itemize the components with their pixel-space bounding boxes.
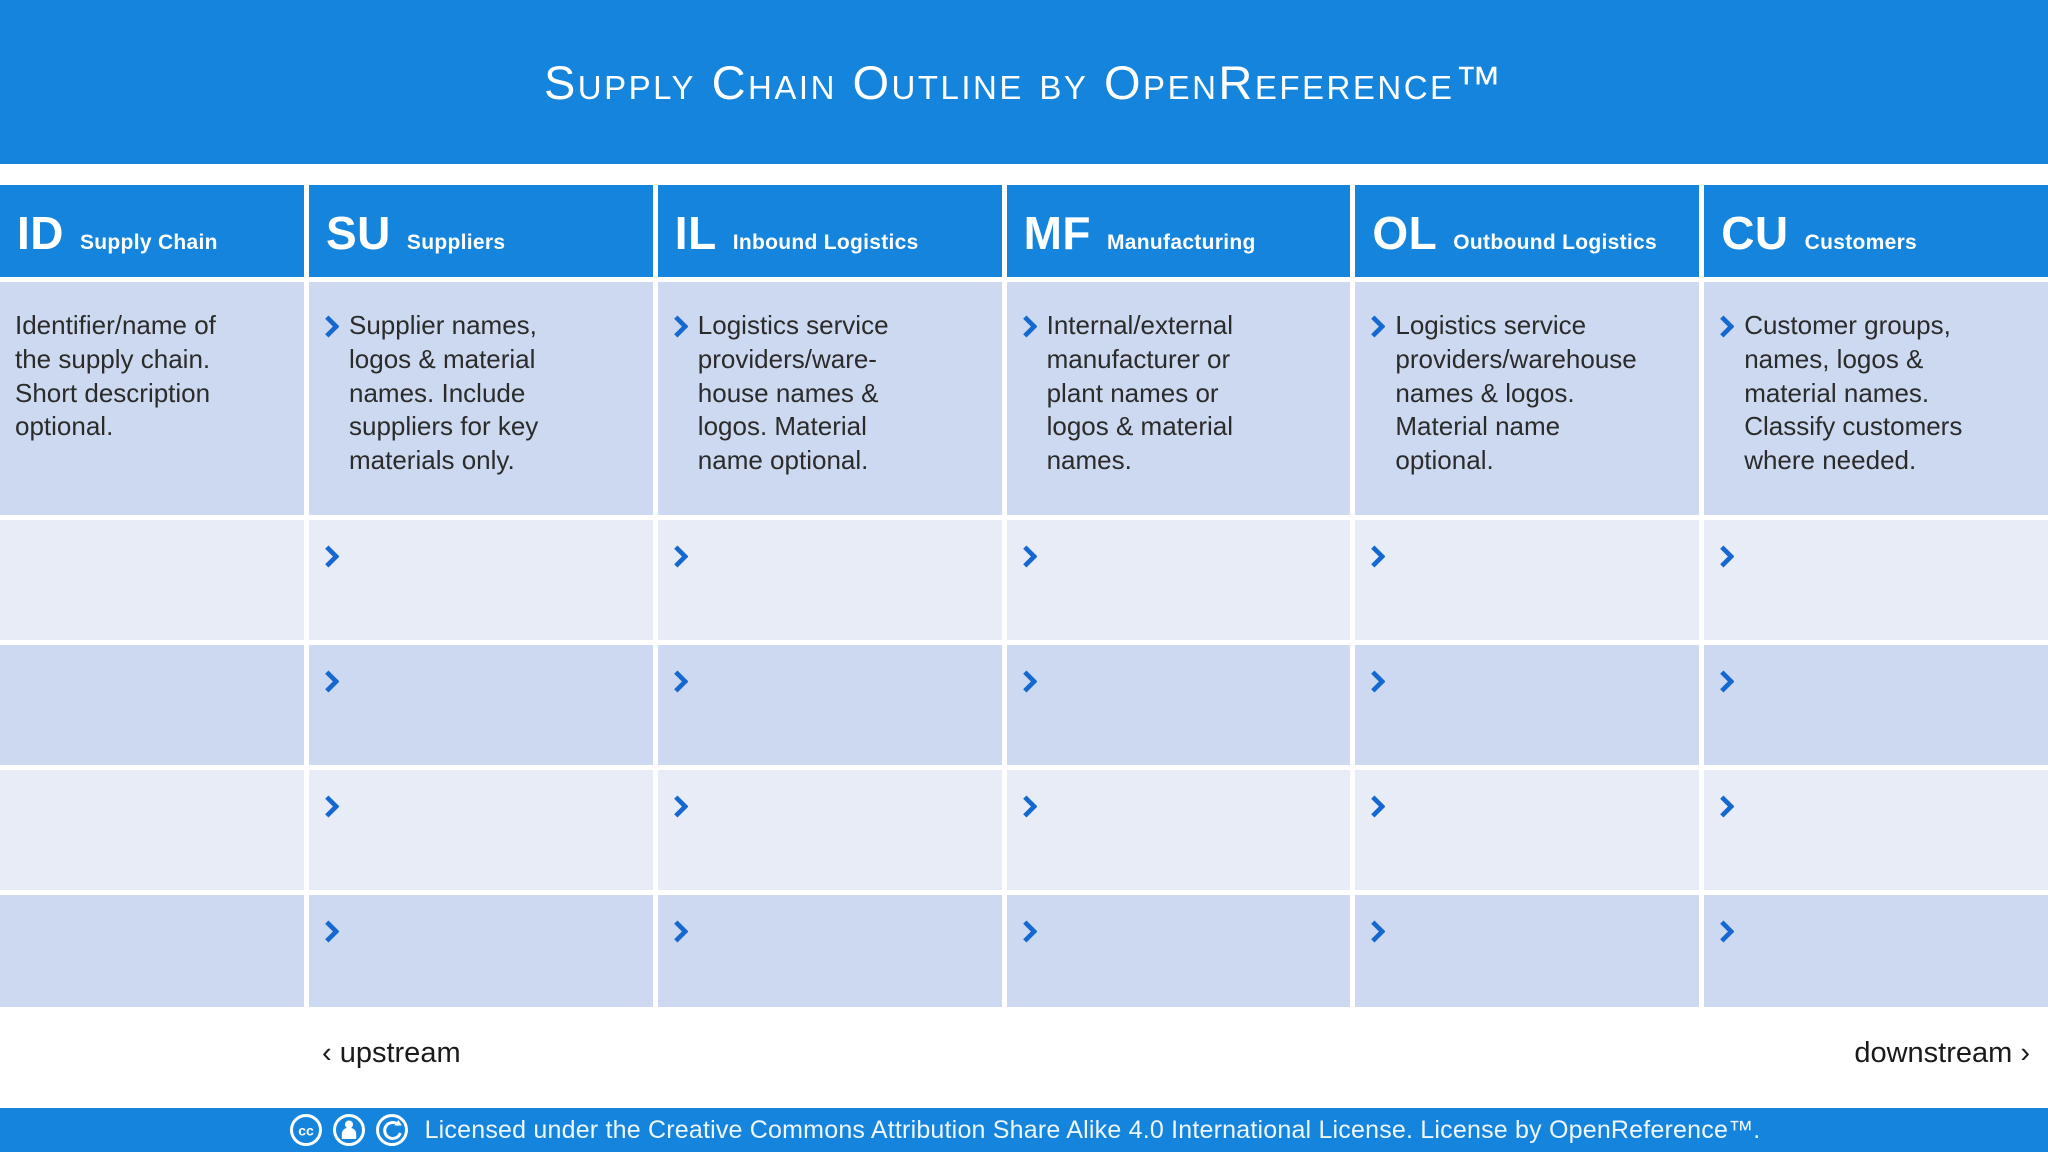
chevron-right-icon: [1720, 920, 1735, 943]
chevron-right-icon: [1720, 545, 1735, 568]
supply-chain-table: ID Supply Chain SU Suppliers IL Inbound Logis…: [0, 185, 2048, 1007]
column-description-id: Identifier/name of the supply chain. Sho…: [0, 282, 304, 515]
entry-cell-id-row-2: [0, 645, 304, 765]
entry-cell-il-row-4: [657, 895, 1002, 1007]
chevron-right-icon: [1371, 795, 1386, 818]
license-text: Licensed under the Creative Commons Attr…: [424, 1115, 1761, 1144]
column-header-mf: MF Manufacturing: [1006, 185, 1351, 277]
chevron-right-icon: [673, 795, 688, 818]
entry-cell-cu-row-1: [1704, 520, 2048, 640]
column-label: Outbound Logistics: [1453, 231, 1657, 254]
entry-cell-cu-row-3: [1704, 770, 2048, 890]
license-bar: cc Licensed under the Creative Commons A…: [0, 1108, 2048, 1152]
column-label: Customers: [1804, 231, 1918, 254]
upstream-label: ‹ upstream: [322, 1036, 461, 1069]
page-title: Supply Chain Outline by OpenReference™: [543, 55, 1505, 109]
entry-cell-su-row-4: [309, 895, 653, 1007]
entry-cell-mf-row-2: [1006, 645, 1351, 765]
flow-direction-labels: ‹ upstream downstream ›: [0, 1007, 2048, 1107]
chevron-right-icon: [673, 315, 688, 338]
chevron-right-icon: [1022, 670, 1037, 693]
column-header-id: ID Supply Chain: [0, 185, 304, 277]
entry-cell-il-row-1: [657, 520, 1002, 640]
chevron-right-icon: [1720, 795, 1735, 818]
entry-cell-su-row-3: [309, 770, 653, 890]
description-text: Internal/external manufacturer or plant …: [1046, 310, 1234, 476]
chevron-right-icon: [325, 795, 339, 818]
column-code: OL: [1372, 207, 1438, 259]
column-code: CU: [1721, 207, 1789, 259]
entry-cell-mf-row-1: [1006, 520, 1351, 640]
column-description-cu: Customer groups, names, logos & material…: [1704, 282, 2048, 515]
chevron-right-icon: [1022, 920, 1037, 943]
description-text: Logistics service providers/warehouse na…: [1395, 310, 1637, 476]
entry-cell-mf-row-3: [1006, 770, 1351, 890]
entry-cell-ol-row-4: [1355, 895, 1700, 1007]
chevron-right-icon: [325, 315, 339, 338]
entry-cell-cu-row-2: [1704, 645, 2048, 765]
entry-cell-su-row-2: [309, 645, 653, 765]
chevron-right-icon: [673, 920, 688, 943]
cc-sa-icon: [375, 1114, 408, 1146]
cc-license-icons: cc: [288, 1112, 410, 1148]
description-text: Supplier names, logos & material names. …: [349, 310, 539, 476]
column-description-ol: Logistics service providers/warehouse na…: [1355, 282, 1700, 515]
entry-cell-id-row-4: [0, 895, 304, 1007]
chevron-right-icon: [325, 545, 339, 568]
cc-icon: cc: [289, 1114, 322, 1146]
entry-cell-ol-row-1: [1355, 520, 1700, 640]
column-header-cu: CU Customers: [1704, 185, 2048, 277]
downstream-label: downstream ›: [1854, 1036, 2030, 1069]
chevron-right-icon: [1022, 315, 1037, 338]
column-code: IL: [674, 207, 717, 259]
chevron-right-icon: [1371, 670, 1386, 693]
description-text: Logistics service providers/ware-house n…: [697, 310, 889, 476]
chevron-right-icon: [673, 670, 688, 693]
chevron-right-icon: [673, 545, 688, 568]
column-description-mf: Internal/external manufacturer or plant …: [1006, 282, 1351, 515]
column-header-il: IL Inbound Logistics: [657, 185, 1002, 277]
cc-by-icon: [332, 1114, 365, 1146]
column-code: ID: [17, 207, 64, 259]
column-header-su: SU Suppliers: [309, 185, 653, 277]
chevron-right-icon: [325, 670, 339, 693]
chevron-right-icon: [325, 920, 339, 943]
chevron-right-icon: [1720, 670, 1735, 693]
chevron-right-icon: [1022, 795, 1037, 818]
entry-cell-ol-row-2: [1355, 645, 1700, 765]
chevron-right-icon: [1720, 315, 1735, 338]
column-code: MF: [1023, 207, 1092, 259]
entry-cell-su-row-1: [309, 520, 653, 640]
description-text: Customer groups, names, logos & material…: [1744, 310, 1963, 476]
column-label: Supply Chain: [80, 231, 218, 254]
description-text: Identifier/name of the supply chain. Sho…: [15, 310, 216, 442]
entry-cell-il-row-3: [657, 770, 1002, 890]
column-description-il: Logistics service providers/ware-house n…: [657, 282, 1002, 515]
chevron-right-icon: [1371, 545, 1386, 568]
column-description-su: Supplier names, logos & material names. …: [309, 282, 653, 515]
column-label: Inbound Logistics: [732, 231, 919, 254]
title-banner: Supply Chain Outline by OpenReference™: [0, 0, 2048, 164]
chevron-right-icon: [1371, 315, 1386, 338]
svg-text:cc: cc: [298, 1123, 314, 1139]
column-header-ol: OL Outbound Logistics: [1355, 185, 1700, 277]
entry-cell-id-row-3: [0, 770, 304, 890]
entry-cell-il-row-2: [657, 645, 1002, 765]
column-label: Manufacturing: [1107, 231, 1256, 254]
entry-cell-id-row-1: [0, 520, 304, 640]
entry-cell-ol-row-3: [1355, 770, 1700, 890]
entry-cell-mf-row-4: [1006, 895, 1351, 1007]
entry-cell-cu-row-4: [1704, 895, 2048, 1007]
column-code: SU: [326, 207, 391, 259]
chevron-right-icon: [1022, 545, 1037, 568]
chevron-right-icon: [1371, 920, 1386, 943]
column-label: Suppliers: [406, 231, 506, 254]
